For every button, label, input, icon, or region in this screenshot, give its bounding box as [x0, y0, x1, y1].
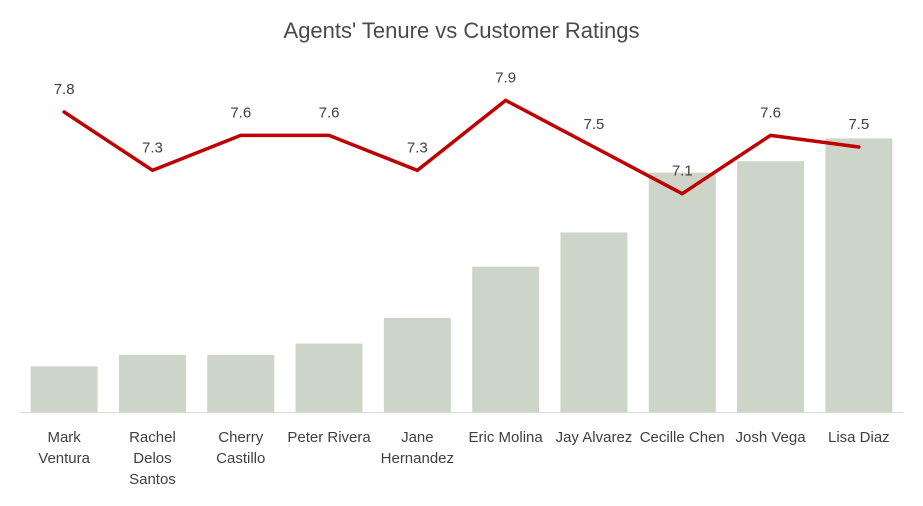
data-labels-layer: 7.8 7.3 7.6 7.6 7.3 7.9 7.5 7.1 7.6 7.5	[54, 69, 870, 179]
x-tick-label: Josh Vega	[736, 429, 807, 446]
tick-labels-layer: Mark Ventura Rachel Delos Santos Cherry Castil…	[38, 429, 889, 488]
x-tick-label: Lisa Diaz	[828, 429, 890, 446]
x-tick-label: Mark Ventura	[38, 429, 90, 467]
data-label: 7.6	[230, 104, 251, 121]
x-tick-label: Peter Rivera	[287, 429, 371, 446]
chart-title: Agents' Tenure vs Customer Ratings	[283, 18, 640, 43]
rating-line	[62, 98, 861, 196]
data-label: 7.1	[672, 163, 693, 180]
data-label: 7.6	[319, 104, 340, 121]
bar	[472, 266, 540, 412]
data-label: 7.6	[760, 104, 781, 121]
x-tick-label: Rachel Delos Santos	[129, 429, 176, 488]
x-tick-label: Jane Hernandez	[381, 429, 454, 467]
bar	[30, 366, 98, 412]
data-label: 7.3	[407, 139, 428, 156]
data-label: 7.5	[584, 116, 605, 133]
data-label: 7.8	[54, 81, 75, 98]
bar	[207, 355, 275, 412]
data-label: 7.3	[142, 139, 163, 156]
line-layer	[62, 98, 861, 196]
bar	[383, 317, 451, 412]
bar	[737, 161, 805, 412]
x-tick-label: Eric Molina	[469, 429, 544, 446]
x-tick-label: Cherry Castillo	[216, 429, 265, 467]
data-label: 7.9	[495, 69, 516, 86]
x-tick-label: Cecille Chen	[640, 429, 725, 446]
bar	[825, 138, 893, 412]
bars-layer	[30, 138, 893, 412]
bar	[295, 343, 363, 412]
bar	[118, 355, 186, 412]
bar	[560, 232, 628, 412]
data-label: 7.5	[848, 116, 869, 133]
bar	[648, 172, 716, 412]
x-tick-label: Jay Alvarez	[556, 429, 633, 446]
